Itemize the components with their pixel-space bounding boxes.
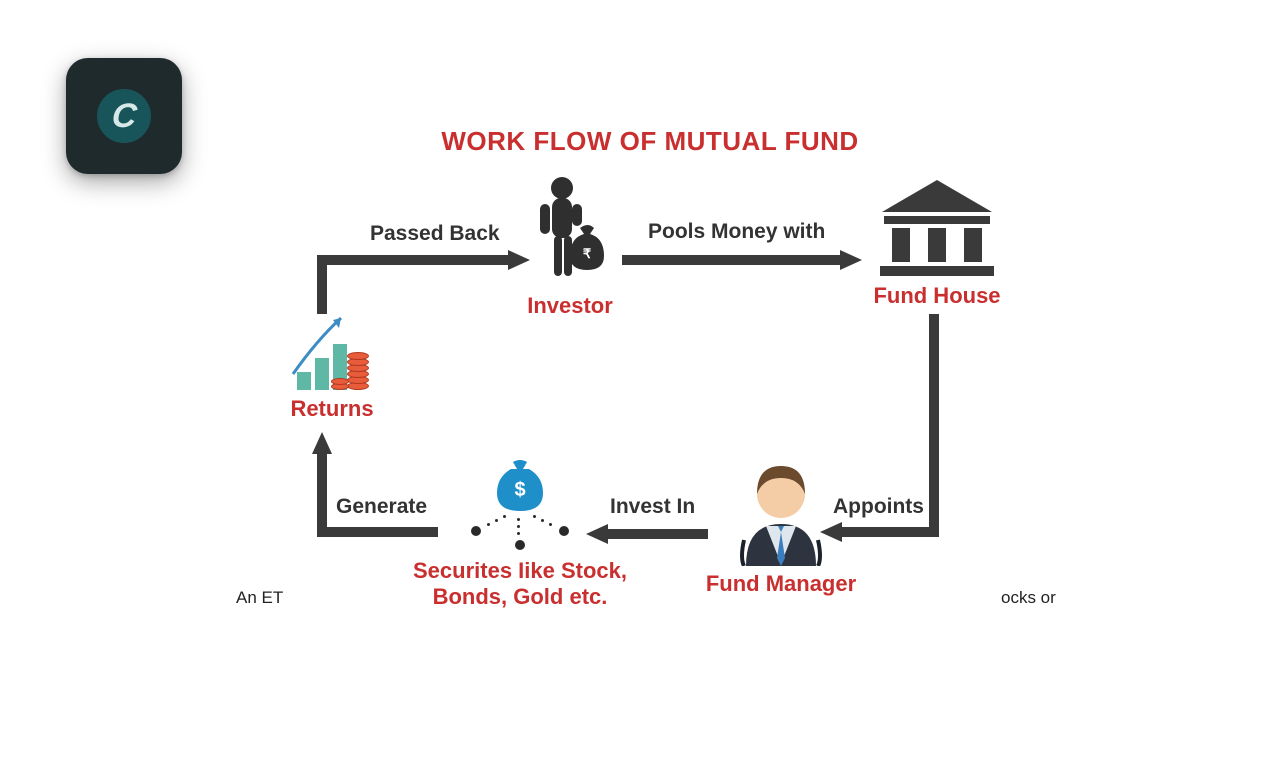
arrow-returns-to-investor <box>312 248 530 314</box>
edge-label-invest-in: Invest In <box>610 495 695 519</box>
node-securities-label-1: Securites Iike Stock, <box>410 558 630 584</box>
edge-label-passed-back: Passed Back <box>370 222 500 246</box>
svg-text:$: $ <box>514 479 525 501</box>
diagram-title: WORK FLOW OF MUTUAL FUND <box>300 126 1000 157</box>
person-with-moneybag-icon: ₹ <box>530 176 610 286</box>
app-badge-circle: C <box>97 89 151 143</box>
svg-text:₹: ₹ <box>583 246 592 261</box>
arrow-investor-to-fundhouse <box>622 248 862 272</box>
node-fund-house: Fund House <box>862 178 1012 309</box>
edge-label-appoints: Appoints <box>833 495 924 519</box>
background-text-right: ocks or <box>1001 588 1056 608</box>
bank-building-icon <box>872 178 1002 278</box>
app-badge-letter: C <box>110 99 138 133</box>
edge-label-pools-money: Pools Money with <box>648 220 825 244</box>
app-badge: C <box>66 58 182 174</box>
moneybag-network-icon: $ <box>465 460 575 550</box>
node-returns-label: Returns <box>272 396 392 422</box>
node-fund-house-label: Fund House <box>862 283 1012 309</box>
node-returns: Returns <box>272 310 392 422</box>
node-investor: ₹ Investor <box>520 176 620 319</box>
bar-chart-coins-icon <box>287 310 377 390</box>
background-text-left: An ET <box>236 588 283 608</box>
arrow-securities-to-returns <box>312 432 442 542</box>
arrow-fundmanager-to-securities <box>586 522 708 546</box>
edge-label-generate: Generate <box>336 495 427 519</box>
node-securities-label-2: Bonds, Gold etc. <box>410 584 630 610</box>
node-investor-label: Investor <box>520 293 620 319</box>
node-fund-manager-label: Fund Manager <box>702 571 860 597</box>
